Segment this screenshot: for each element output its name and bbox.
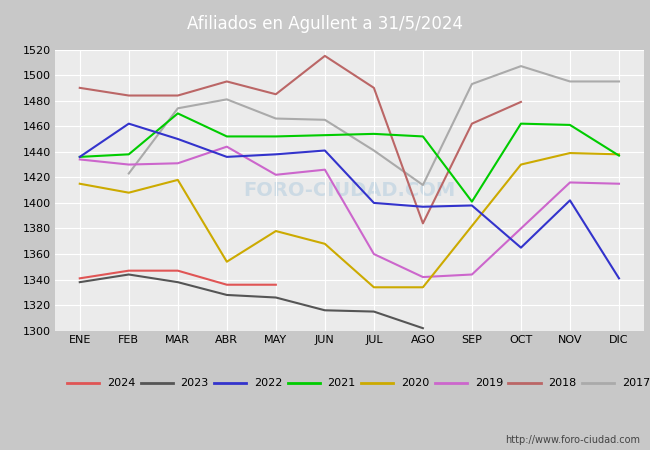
Text: 2021: 2021 (328, 378, 356, 387)
Text: 2018: 2018 (548, 378, 577, 387)
Text: 2020: 2020 (401, 378, 430, 387)
Text: http://www.foro-ciudad.com: http://www.foro-ciudad.com (505, 435, 640, 445)
Text: 2017: 2017 (622, 378, 650, 387)
Text: 2023: 2023 (181, 378, 209, 387)
Text: FORO-CIUDAD.COM: FORO-CIUDAD.COM (243, 180, 456, 200)
Text: Afiliados en Agullent a 31/5/2024: Afiliados en Agullent a 31/5/2024 (187, 14, 463, 33)
Text: 2019: 2019 (474, 378, 503, 387)
Text: 2024: 2024 (107, 378, 135, 387)
Text: 2022: 2022 (254, 378, 283, 387)
